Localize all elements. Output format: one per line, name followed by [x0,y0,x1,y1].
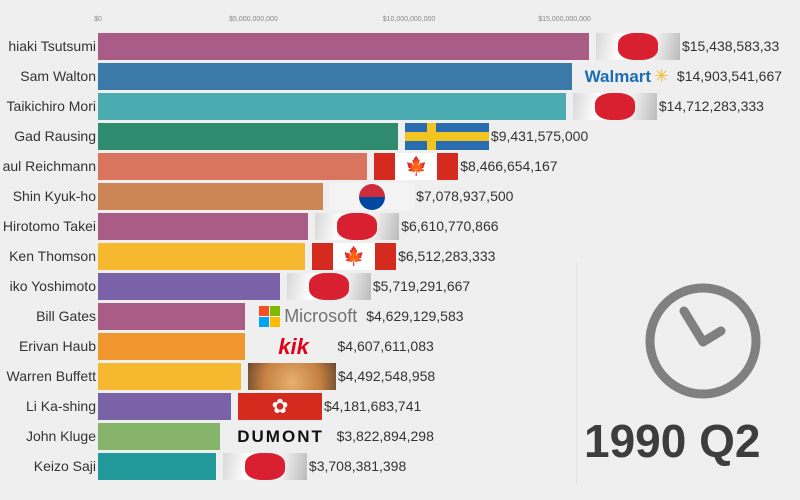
bar [98,393,231,420]
japan-flag [595,33,680,60]
bar-name-label: Erivan Haub [18,338,96,354]
bar-value-label: $4,492,548,958 [337,368,436,384]
x-tick-label: $15,000,000,000 [538,16,591,23]
bar-name-label: Shin Kyuk-ho [12,188,96,204]
bar-name-label: Keizo Saji [33,458,96,474]
bar-name-label: John Kluge [25,428,96,444]
bar-name-label: hiaki Tsutsumi [8,38,96,54]
bar [98,63,572,90]
bar [98,213,309,240]
x-tick-label: $0 [94,16,102,23]
bar-value-label: $4,629,129,583 [366,308,464,324]
hong-kong-flag: ✿ [237,393,322,420]
walmart-logo: Walmart ✳ [584,66,670,86]
bar [98,243,306,270]
bar [98,453,216,480]
bar-value-label: $5,719,291,667 [372,278,471,294]
clock-icon [645,283,761,399]
sweden-flag [404,123,489,150]
bar-name-label: aul Reichmann [2,158,96,174]
bar [98,183,324,210]
japan-flag [222,453,307,480]
bar-value-label: $14,903,541,667 [676,68,783,84]
dumont-logo: DUMONT [237,426,324,446]
bar-value-label: $6,512,283,333 [398,248,496,264]
canada-flag: 🍁 [312,243,397,270]
bar-name-label: Warren Buffett [6,368,96,384]
bar-name-label: iko Yoshimoto [9,278,96,294]
bar [98,153,368,180]
japan-flag [286,273,371,300]
x-tick-label: $10,000,000,000 [382,16,436,23]
bar-name-label: Ken Thomson [9,248,96,264]
bar-name-label: Bill Gates [36,308,96,324]
korea-flag [330,183,415,210]
bar-name-label: Sam Walton [20,68,96,84]
x-tick-label: $5,000,000,000 [229,16,278,23]
bar [98,363,241,390]
bar [98,333,245,360]
canada-flag: 🍁 [374,153,459,180]
bar-value-label: $9,431,575,000 [490,128,589,144]
bar-name-label: Gad Rausing [14,128,96,144]
bar-value-label: $14,712,283,333 [658,98,764,114]
bar-value-label: $8,466,654,167 [460,158,558,174]
divider [576,262,577,484]
bar [98,123,398,150]
bar-name-label: Li Ka-shing [25,398,96,414]
portrait-photo [247,363,336,390]
microsoft-logo: Microsoft [252,303,364,330]
bar [98,273,280,300]
bar-value-label: $3,708,381,398 [308,458,407,474]
kik-logo: kik [278,333,309,359]
bar-value-label: $3,822,894,298 [336,428,434,444]
bar-name-label: Hirotomo Takei [2,218,96,234]
bar [98,423,220,450]
bar-value-label: $15,438,583,33 [681,38,780,54]
japan-flag [572,93,657,120]
japan-flag [315,213,400,240]
bar-value-label: $6,610,770,866 [401,218,499,234]
bar [98,93,566,120]
bar [98,303,246,330]
bar [98,33,589,60]
bar-value-label: $4,181,683,741 [323,398,422,414]
period-label: 1990 Q2 [584,415,761,467]
bar-name-label: Taikichiro Mori [6,98,96,114]
bar-value-label: $4,607,611,083 [337,338,434,354]
bar-value-label: $7,078,937,500 [416,188,514,204]
